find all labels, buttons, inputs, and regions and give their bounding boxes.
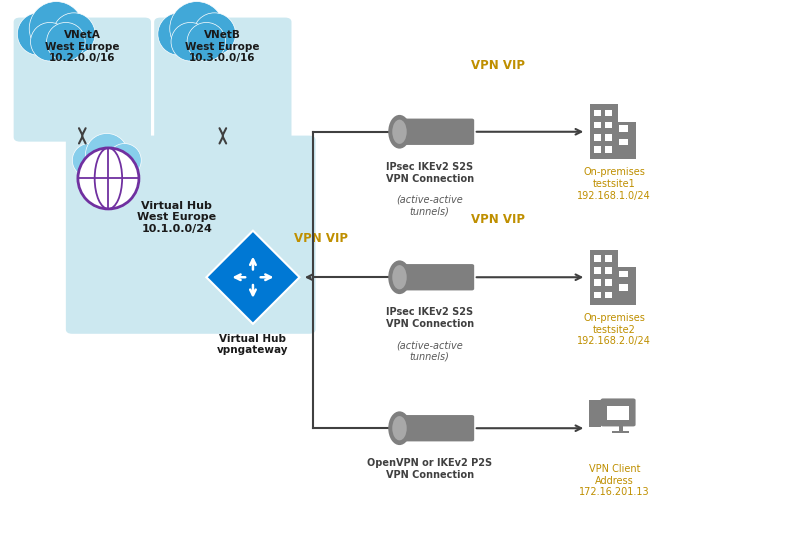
Bar [589,104,618,159]
Text: Virtual Hub
West Europe
10.1.0.0/24: Virtual Hub West Europe 10.1.0.0/24 [137,200,216,234]
Ellipse shape [187,23,225,61]
Text: VPN VIP: VPN VIP [470,213,525,226]
Bar [617,267,635,305]
Text: VPN Client
Address
172.16.201.13: VPN Client Address 172.16.201.13 [578,464,649,497]
Text: On-premises
testsite1
192.168.1.0/24: On-premises testsite1 192.168.1.0/24 [577,167,650,200]
Ellipse shape [78,148,139,209]
Bar [593,267,601,274]
Ellipse shape [392,120,407,144]
Bar [604,292,611,298]
Bar [618,139,627,145]
Ellipse shape [101,153,132,183]
Text: VNetB
West Europe
10.3.0.0/16: VNetB West Europe 10.3.0.0/16 [185,30,259,63]
Ellipse shape [18,13,59,55]
Text: Virtual Hub
vpngateway: Virtual Hub vpngateway [217,334,289,355]
Ellipse shape [85,153,115,183]
Ellipse shape [388,115,411,149]
Ellipse shape [392,416,407,440]
Text: (active-active
tunnels): (active-active tunnels) [395,195,463,216]
Text: (active-active
tunnels): (active-active tunnels) [395,340,463,362]
Bar [593,279,601,286]
Ellipse shape [388,260,411,294]
Text: IPsec IKEv2 S2S
VPN Connection: IPsec IKEv2 S2S VPN Connection [385,162,473,183]
FancyBboxPatch shape [600,399,635,427]
Ellipse shape [158,13,200,55]
Ellipse shape [392,265,407,289]
Text: OpenVPN or IKEv2 P2S
VPN Connection: OpenVPN or IKEv2 P2S VPN Connection [367,458,492,480]
Bar [604,134,611,141]
FancyBboxPatch shape [154,18,291,142]
Text: VPN VIP: VPN VIP [470,59,525,72]
Bar [617,122,635,159]
Ellipse shape [107,143,141,177]
Text: VNetA
West Europe
10.2.0.0/16: VNetA West Europe 10.2.0.0/16 [45,30,119,63]
Bar [618,424,622,432]
Bar [593,292,601,298]
Ellipse shape [30,23,69,61]
Bar [604,267,611,274]
Bar [618,271,627,277]
Bar [593,146,601,153]
FancyBboxPatch shape [395,415,473,441]
Bar [593,110,601,116]
Ellipse shape [193,13,235,55]
Bar [593,134,601,141]
Ellipse shape [171,23,209,61]
Bar [612,430,629,434]
Text: IPsec IKEv2 S2S
VPN Connection: IPsec IKEv2 S2S VPN Connection [385,307,473,329]
Bar [604,110,611,116]
Ellipse shape [53,13,95,55]
Text: VPN VIP: VPN VIP [294,232,348,245]
Bar [604,255,611,262]
Ellipse shape [85,133,128,176]
Ellipse shape [388,411,411,445]
Bar [618,284,627,291]
Ellipse shape [169,2,224,55]
Bar [604,279,611,286]
Bar [589,250,618,305]
Polygon shape [206,231,299,324]
Ellipse shape [47,23,85,61]
Bar [604,146,611,153]
Text: On-premises
testsite2
192.168.2.0/24: On-premises testsite2 192.168.2.0/24 [577,313,650,346]
Bar [618,125,627,132]
Bar [589,400,601,427]
Bar [606,406,628,421]
FancyBboxPatch shape [14,18,151,142]
Ellipse shape [29,2,83,55]
FancyBboxPatch shape [395,264,473,290]
Bar [604,122,611,128]
Ellipse shape [72,143,106,177]
Bar [593,255,601,262]
FancyBboxPatch shape [66,136,315,334]
Bar [593,122,601,128]
FancyBboxPatch shape [395,119,473,145]
